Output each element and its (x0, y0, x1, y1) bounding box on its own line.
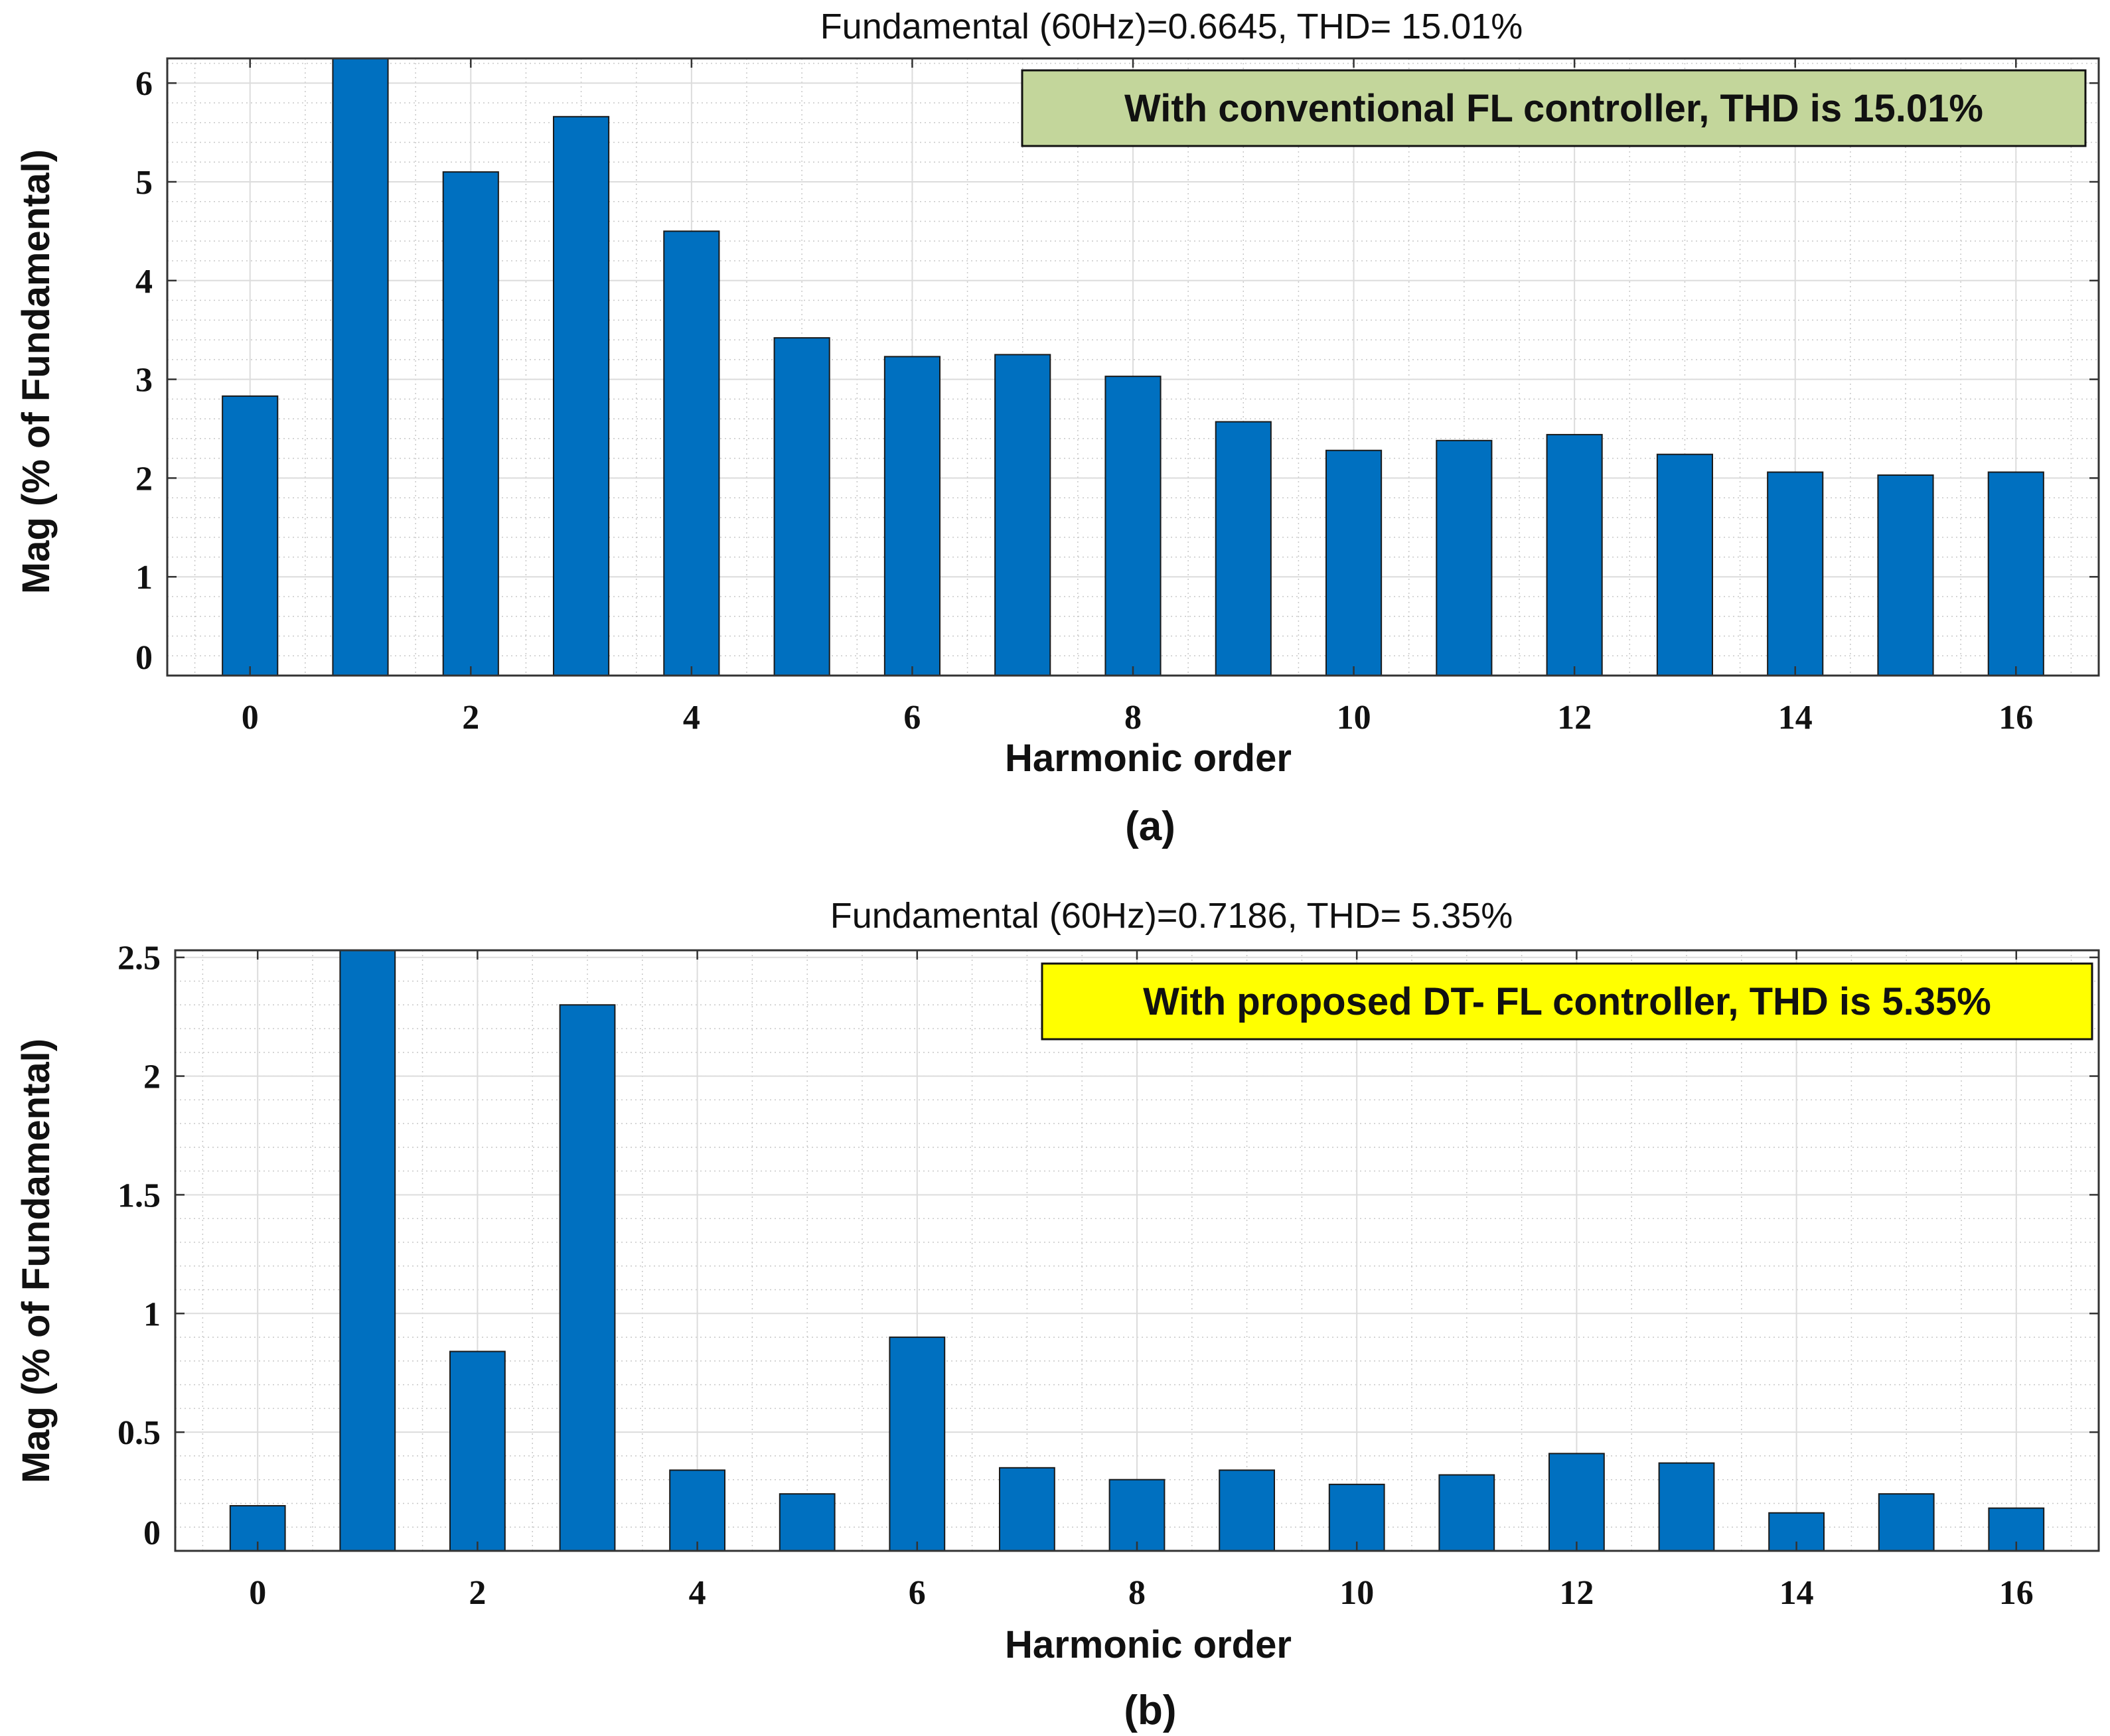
bar-harmonic-8 (1104, 376, 1162, 676)
bar-harmonic-6 (889, 1337, 946, 1552)
panel-a-caption: (a) (1125, 804, 1175, 849)
bar-harmonic-7 (999, 1467, 1055, 1552)
panel-b-annotation-text: With proposed DT- FL controller, THD is … (1143, 980, 1991, 1023)
bar-harmonic-6 (883, 356, 941, 676)
x-tick-label: 2 (469, 1574, 486, 1612)
panel-a-annotation-box (1021, 69, 2087, 147)
bar-harmonic-3 (553, 115, 610, 677)
x-tick-label: 0 (242, 699, 259, 737)
panel-b-annotation-box (1041, 962, 2093, 1041)
y-tick-label: 2 (135, 460, 153, 498)
x-tick-label: 12 (1559, 1574, 1594, 1612)
bar-harmonic-0 (222, 395, 279, 676)
bar-harmonic-4 (669, 1469, 726, 1552)
bar-harmonic-10 (1325, 449, 1383, 677)
y-tick-label: 0 (143, 1514, 161, 1552)
bar-harmonic-14 (1767, 471, 1824, 676)
x-tick-label: 10 (1337, 699, 1371, 737)
bar-harmonic-10 (1328, 1483, 1385, 1552)
bar-harmonic-9 (1219, 1469, 1275, 1552)
bar-harmonic-8 (1108, 1479, 1166, 1552)
y-tick-label: 4 (135, 263, 153, 301)
x-tick-label: 6 (903, 699, 921, 737)
y-tick-label: 3 (135, 362, 153, 399)
x-tick-label: 14 (1778, 699, 1813, 737)
y-tick-label: 2 (143, 1058, 161, 1096)
bar-harmonic-2 (442, 171, 499, 676)
y-tick-label: 1 (135, 559, 153, 597)
x-tick-label: 12 (1557, 699, 1592, 737)
bar-harmonic-5 (773, 337, 830, 676)
bar-harmonic-13 (1656, 453, 1714, 676)
bar-harmonic-11 (1438, 1474, 1495, 1552)
panel-a-annotation-text: With conventional FL controller, THD is … (1124, 87, 1983, 130)
x-tick-label: 2 (462, 699, 479, 737)
bar-harmonic-12 (1548, 1453, 1605, 1552)
panel-a-bars (222, 58, 2044, 677)
panel-a-x-axis-label: Harmonic order (1005, 737, 1292, 780)
bar-harmonic-3 (559, 1004, 616, 1552)
bar-harmonic-1 (339, 950, 396, 1552)
bar-harmonic-16 (1987, 471, 2044, 676)
bar-harmonic-13 (1658, 1462, 1715, 1552)
panel-b-annotation: With proposed DT- FL controller, THD is … (1041, 962, 2093, 1041)
panel-b-title: Fundamental (60Hz)=0.7186, THD= 5.35% (830, 896, 1513, 936)
x-tick-label: 14 (1779, 1574, 1814, 1612)
bar-harmonic-5 (779, 1493, 836, 1552)
panel-a-annotation: With conventional FL controller, THD is … (1021, 69, 2087, 147)
y-tick-label: 1.5 (117, 1177, 161, 1214)
bar-harmonic-7 (994, 354, 1051, 677)
bar-harmonic-15 (1878, 1493, 1935, 1552)
bar-harmonic-15 (1877, 474, 1934, 676)
bar-harmonic-12 (1546, 433, 1603, 676)
panel-a: Fundamental (60Hz)=0.6645, THD= 15.01% 0… (15, 7, 2100, 849)
x-tick-label: 4 (689, 1574, 706, 1612)
panel-b-ticks: 0 2 4 6 8 10 12 14 16 0 0.5 1 1.5 2 2.5 (117, 940, 2099, 1612)
x-tick-label: 8 (1124, 699, 1142, 737)
panel-a-title: Fundamental (60Hz)=0.6645, THD= 15.01% (820, 7, 1523, 46)
x-tick-label: 4 (683, 699, 700, 737)
panel-b: Fundamental (60Hz)=0.7186, THD= 5.35% 0 2… (15, 896, 2100, 1733)
y-tick-label: 2.5 (117, 940, 161, 977)
bar-harmonic-2 (449, 1350, 506, 1552)
bar-harmonic-4 (663, 230, 720, 676)
y-tick-label: 0 (135, 639, 153, 677)
x-tick-label: 16 (1998, 699, 2033, 737)
y-tick-label: 5 (135, 164, 153, 202)
y-tick-label: 0.5 (117, 1414, 161, 1452)
panel-b-caption: (b) (1124, 1688, 1176, 1733)
x-tick-label: 0 (249, 1574, 266, 1612)
panel-b-x-axis-label: Harmonic order (1005, 1623, 1292, 1666)
panel-b-y-axis-label: Mag (% of Fundamental) (15, 1039, 58, 1483)
x-tick-label: 16 (1999, 1574, 2034, 1612)
bar-harmonic-1 (332, 58, 389, 676)
x-tick-label: 6 (909, 1574, 926, 1612)
x-tick-label: 8 (1128, 1574, 1146, 1612)
y-tick-label: 6 (135, 65, 153, 103)
y-tick-label: 1 (143, 1295, 161, 1333)
panel-a-y-axis-label: Mag (% of Fundamental) (15, 149, 58, 594)
x-tick-label: 10 (1339, 1574, 1374, 1612)
bar-harmonic-9 (1215, 421, 1272, 676)
bar-harmonic-11 (1436, 439, 1493, 677)
